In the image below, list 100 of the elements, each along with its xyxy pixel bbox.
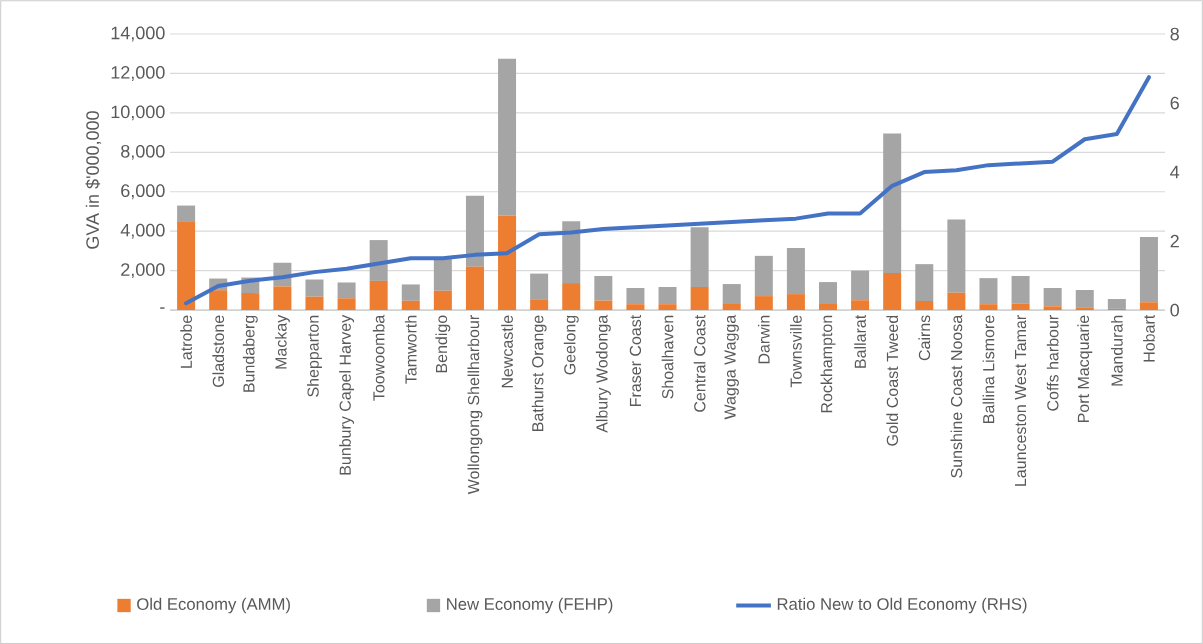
y2-tick-label: 8: [1170, 27, 1179, 41]
y2-tick-label: 4: [1170, 165, 1180, 179]
bar: [177, 221, 196, 310]
bar: [915, 300, 934, 310]
y-axis-title: GVA in $'000,000: [85, 111, 102, 249]
bar: [465, 195, 484, 267]
x-tick-label: Launceston West Tamar: [1014, 315, 1027, 486]
x-tick-label: Rockhampton: [820, 315, 836, 413]
x-tick-label: Fraser Coast: [629, 314, 642, 406]
bar: [851, 300, 870, 310]
bar: [658, 304, 677, 310]
bar: [305, 296, 324, 310]
bar: [369, 240, 388, 281]
y-tick-label: 2,000: [121, 263, 165, 278]
bar: [979, 278, 998, 305]
bar: [722, 303, 741, 310]
x-tick-label: Ballina Lismore: [982, 315, 995, 423]
bar: [401, 300, 420, 310]
y-tick-label: 12,000: [111, 65, 165, 81]
bar: [369, 280, 388, 310]
x-tick-label: Latrobe: [180, 315, 192, 368]
bar: [433, 258, 452, 291]
y-tick-label: 10,000: [111, 105, 165, 121]
x-tick-label: Coffs harbour: [1046, 315, 1059, 411]
bar: [915, 264, 934, 301]
bar: [754, 296, 773, 310]
bar: [530, 273, 549, 300]
bar: [337, 298, 356, 310]
y2-tick-label: 0: [1170, 303, 1180, 317]
bar: [594, 275, 613, 301]
x-tick-label: Townsville: [790, 315, 802, 388]
bar: [1075, 307, 1094, 310]
bar: [851, 270, 870, 301]
bar: [209, 290, 228, 310]
x-tick-label: Wagga Wagga: [724, 314, 739, 420]
x-tick-label: Sunshine Coast Noosa: [950, 314, 963, 478]
y2-tick-label: 2: [1170, 234, 1179, 248]
bar: [1075, 289, 1094, 308]
x-tick-label: Hobart: [1143, 314, 1155, 362]
x-tick-label: Bathurst Orange: [531, 315, 547, 431]
bar: [273, 286, 292, 310]
bar: [530, 299, 549, 310]
bar: [1107, 298, 1126, 309]
x-tick-label: Shepparton: [307, 315, 322, 397]
x-tick-label: Gladstone: [212, 315, 225, 387]
bar: [883, 133, 902, 273]
bar: [947, 292, 966, 310]
bar: [947, 219, 966, 293]
bar: [883, 272, 902, 310]
bar: [498, 58, 517, 216]
x-tick-label: Bendigo: [435, 315, 451, 373]
bar: [819, 282, 837, 304]
x-tick-label: Shoalhaven: [661, 315, 674, 399]
x-tick-label: Central Coast: [693, 314, 706, 412]
x-tick-label: Bunbury Capel Harvey: [339, 314, 355, 475]
bar: [626, 304, 645, 310]
x-tick-label: Darwin: [757, 315, 770, 364]
x-tick-label: Newcastle: [501, 315, 513, 388]
x-tick-label: Gold Coast Tweed: [886, 315, 899, 446]
bar: [979, 304, 998, 310]
y-tick-label: 6,000: [121, 184, 165, 200]
bar: [241, 293, 260, 310]
bar: [690, 227, 709, 287]
bar: [786, 247, 805, 295]
x-tick-label: Mandurah: [1110, 315, 1123, 386]
bar: [786, 294, 805, 310]
bar: [465, 266, 484, 310]
bar: [819, 303, 837, 310]
y-tick-label: -: [160, 307, 165, 309]
legend-label: Ratio New to Old Economy (RHS): [777, 597, 1027, 614]
x-tick-label: Wollongong Shellharbour: [467, 315, 483, 495]
y-tick-label: 8,000: [121, 144, 165, 160]
bar: [337, 282, 356, 299]
bar: [722, 283, 741, 304]
bar: [1011, 275, 1030, 304]
bar: [177, 205, 196, 222]
bar: [498, 215, 517, 310]
x-tick-label: Mackay: [274, 314, 290, 369]
x-tick-label: Albury Wodonga: [595, 314, 611, 433]
y2-tick-label: 6: [1170, 96, 1179, 110]
bar: [562, 221, 581, 283]
bar: [1011, 303, 1030, 310]
x-tick-label: Cairns: [918, 315, 931, 361]
bar: [1139, 302, 1158, 310]
x-tick-label: Port Macquarie: [1077, 315, 1093, 422]
bar: [1043, 306, 1062, 310]
bar: [754, 255, 773, 297]
bar: [658, 286, 677, 305]
bar: [690, 286, 709, 310]
bar: [594, 300, 613, 310]
x-tick-label: Ballarat: [854, 314, 866, 368]
bar: [562, 282, 581, 310]
x-tick-label: Tamworth: [404, 315, 417, 384]
bar: [433, 290, 452, 310]
bar: [626, 287, 645, 305]
y-tick-label: 4,000: [120, 223, 165, 239]
bar: [401, 284, 420, 301]
x-tick-label: Geelong: [563, 315, 579, 375]
legend-label: New Economy (FEHP): [447, 597, 613, 614]
y-tick-label: 14,000: [111, 26, 165, 42]
